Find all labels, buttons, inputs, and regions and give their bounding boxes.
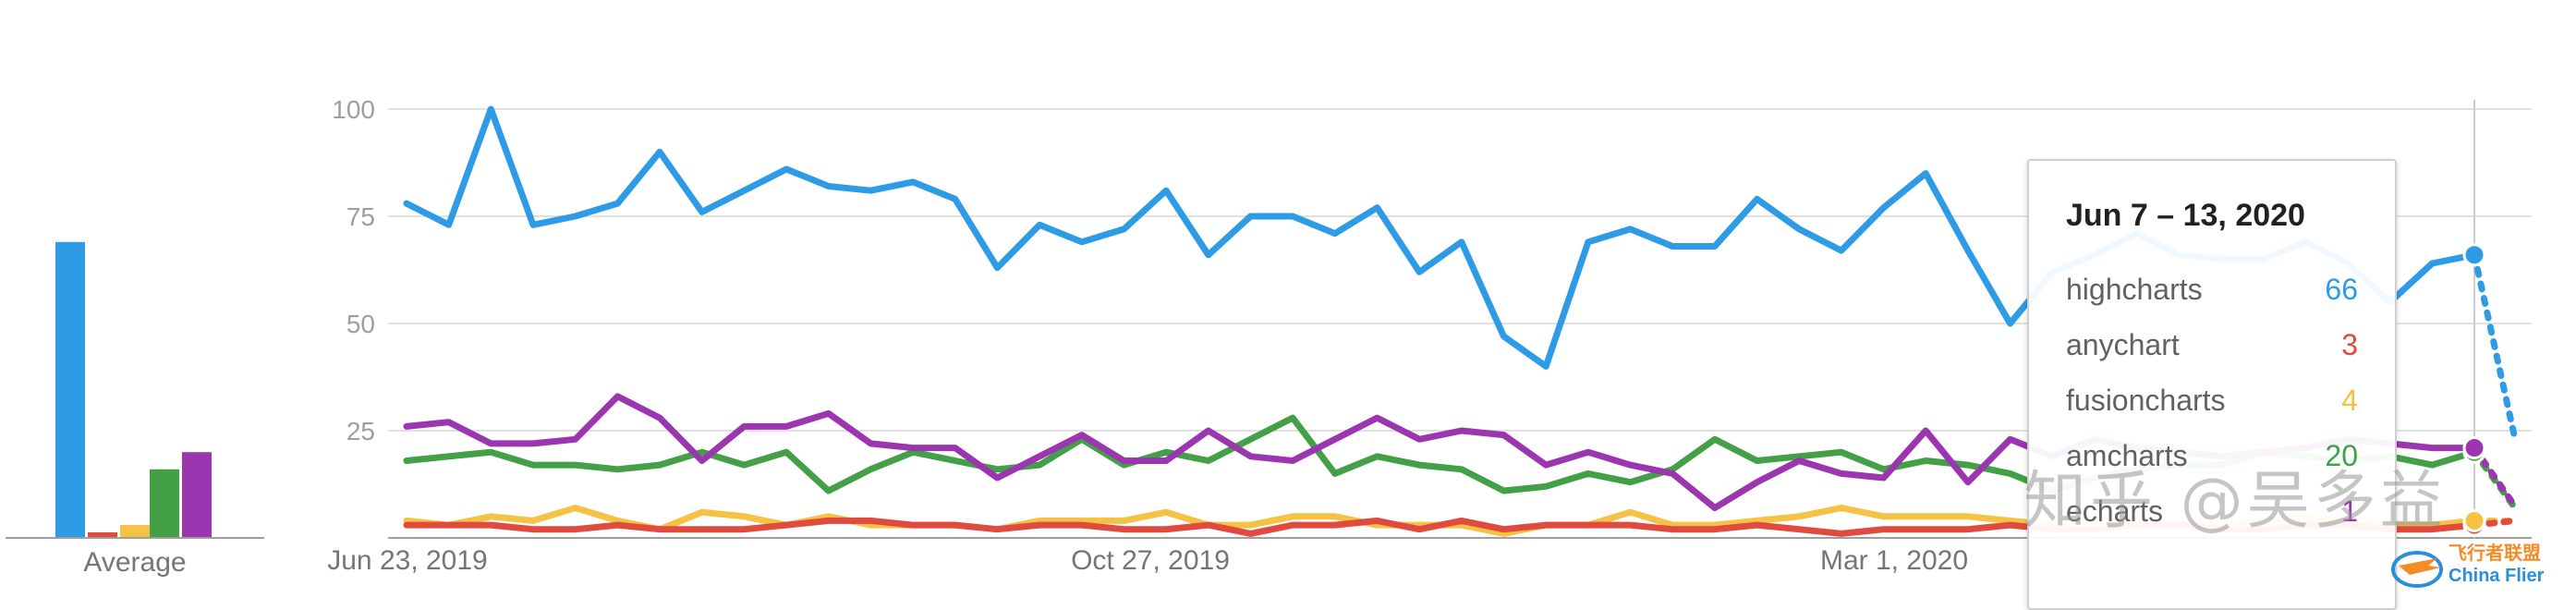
- tooltip-series-name: echarts: [2066, 494, 2163, 528]
- tooltip-series-value: 66: [2325, 272, 2358, 306]
- hover-dot-echarts: [2462, 436, 2486, 460]
- logo-text-en: China Flier: [2448, 566, 2545, 586]
- y-tick-label-50: 50: [346, 310, 375, 338]
- tooltip-series-name: fusioncharts: [2066, 383, 2226, 417]
- tooltip-row-anychart: anychart 3: [2066, 317, 2358, 372]
- x-tick-label-0: Jun 23, 2019: [327, 545, 487, 576]
- x-tick-label-2: Mar 1, 2020: [1820, 545, 1968, 576]
- tooltip-series-value: 20: [2325, 438, 2358, 472]
- tooltip-series-value: 3: [2341, 327, 2358, 361]
- plane-logo-icon: [2391, 551, 2443, 588]
- average-bar-chart: Average: [6, 241, 264, 578]
- tooltip-date: Jun 7 – 13, 2020: [2066, 198, 2305, 233]
- y-tick-label-75: 75: [346, 202, 375, 231]
- average-bar-amcharts: [150, 469, 179, 538]
- y-tick-label-25: 25: [346, 417, 375, 445]
- average-bar-echarts: [182, 452, 212, 538]
- tooltip-series-name: highcharts: [2066, 272, 2203, 306]
- average-bar-fusioncharts: [120, 525, 150, 538]
- logo-text-cn: 飞行者联盟: [2448, 543, 2541, 564]
- x-tick-label-1: Oct 27, 2019: [1071, 545, 1230, 576]
- tooltip-series-value: 4: [2341, 383, 2358, 417]
- hover-dot-fusioncharts: [2462, 508, 2486, 532]
- average-label: Average: [83, 547, 186, 578]
- y-tick-label-100: 100: [332, 95, 375, 124]
- series-partial-highcharts: [2471, 251, 2519, 443]
- hover-tooltip: Jun 7 – 13, 2020 highcharts 66 anychart 3 fu…: [2027, 159, 2397, 610]
- tooltip-row-echarts: echarts 1: [2066, 483, 2358, 539]
- tooltip-row-amcharts: amcharts 20: [2066, 428, 2358, 483]
- hover-dot-highcharts: [2462, 243, 2486, 267]
- watermark-text: 知乎 @吴多益: [2023, 465, 2447, 538]
- tooltip-series-name: amcharts: [2066, 438, 2188, 472]
- tooltip-row-fusioncharts: fusioncharts 4: [2066, 372, 2358, 428]
- china-flier-logo: 飞行者联盟 China Flier: [2391, 538, 2567, 593]
- average-bar-anychart: [88, 532, 117, 538]
- tooltip-row-highcharts: highcharts 66: [2066, 262, 2358, 317]
- tooltip-series-name: anychart: [2066, 327, 2180, 361]
- average-bar-highcharts: [55, 241, 85, 538]
- tooltip-series-value: 1: [2341, 494, 2358, 528]
